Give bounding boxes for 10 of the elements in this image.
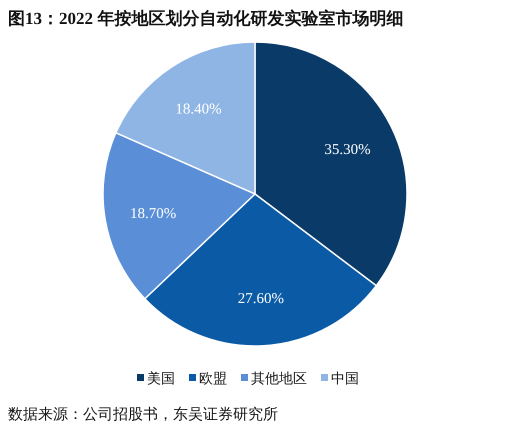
legend-label: 其他地区 bbox=[251, 371, 307, 387]
legend-label: 美国 bbox=[147, 371, 175, 387]
chart-title: 图13：2022 年按地区划分自动化研发实验室市场明细 bbox=[8, 9, 404, 28]
source-note: 数据来源：公司招股书，东吴证券研究所 bbox=[8, 406, 278, 423]
legend-label: 欧盟 bbox=[199, 371, 227, 387]
data-label: 18.40% bbox=[175, 101, 222, 118]
data-label: 27.60% bbox=[238, 291, 284, 308]
legend-label: 中国 bbox=[331, 371, 359, 387]
data-label: 35.30% bbox=[324, 142, 371, 158]
data-label: 18.70% bbox=[130, 206, 176, 222]
